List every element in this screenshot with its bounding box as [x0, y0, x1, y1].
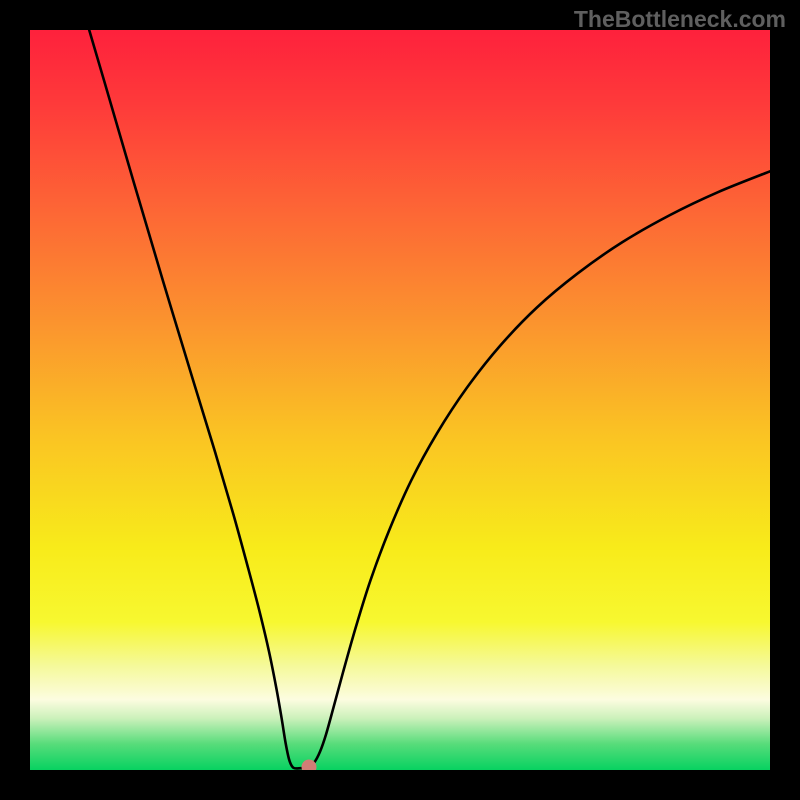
- gradient-background: [30, 30, 770, 770]
- chart-plot-area: [30, 30, 770, 770]
- frame-right: [770, 0, 800, 800]
- bottleneck-curve: [30, 30, 770, 770]
- frame-top: [0, 0, 800, 30]
- optimum-marker: [301, 760, 316, 770]
- frame-bottom: [0, 770, 800, 800]
- frame-left: [0, 0, 30, 800]
